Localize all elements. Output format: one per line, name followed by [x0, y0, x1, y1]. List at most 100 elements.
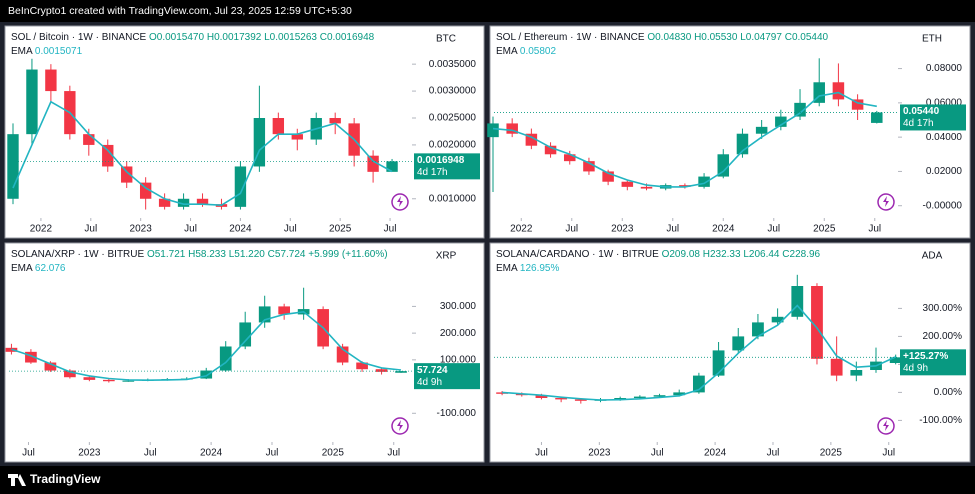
ema-line — [492, 91, 877, 188]
ema-legend: EMA 126.95% — [496, 263, 559, 274]
candle-body — [698, 176, 710, 187]
candle-body — [775, 116, 787, 127]
candle-body — [253, 118, 266, 167]
ohlc-value: L0.0015263 — [264, 32, 317, 43]
candle-body — [574, 399, 587, 401]
ema-value: 126.95% — [520, 263, 560, 274]
x-tick-label: Jul — [565, 224, 578, 235]
y-tick-label: 200.00% — [923, 331, 963, 342]
candle-body — [272, 118, 285, 135]
x-tick-label: Jul — [882, 448, 895, 459]
ema-line — [11, 310, 402, 382]
candle-body — [871, 112, 883, 123]
candle-body — [563, 154, 576, 162]
x-tick-label: 2023 — [130, 224, 153, 235]
x-tick-label: 2023 — [611, 224, 634, 235]
x-tick-label: 2025 — [329, 224, 352, 235]
y-tick-label: 0.06000 — [926, 97, 963, 108]
y-tick-label: -0.00000 — [923, 200, 963, 211]
candle-body — [633, 396, 646, 398]
x-tick-label: 2023 — [78, 448, 101, 459]
last-price-label: +125.27% — [903, 351, 948, 362]
last-price-label: 0.0016948 — [417, 155, 465, 166]
action-icon-bolt — [397, 420, 403, 431]
ohlc-value: C0.0016948 — [320, 32, 375, 43]
x-tick-label: 2024 — [704, 448, 727, 459]
ohlc-value: O0.0015470 — [149, 32, 204, 43]
x-tick-label: 2024 — [712, 224, 735, 235]
candle-body — [794, 102, 806, 117]
ohlc-value: H232.33 — [703, 249, 741, 260]
candle-body — [375, 369, 388, 372]
candle-body — [602, 171, 614, 182]
x-tick-label: Jul — [666, 224, 679, 235]
candle-body — [811, 286, 823, 359]
x-tick-label: Jul — [387, 448, 400, 459]
candle-body — [679, 185, 691, 187]
symbol-label: ETH — [922, 34, 942, 45]
action-icon[interactable] — [391, 193, 409, 211]
y-tick-label: 0.0020000 — [429, 140, 477, 151]
x-tick-label: Jul — [384, 224, 397, 235]
panel — [4, 242, 485, 463]
candle-body — [239, 322, 252, 347]
candle-body — [487, 123, 499, 138]
candle-body — [653, 395, 666, 397]
legend: SOL / Bitcoin · 1W · BINANCE O0.0015470 … — [11, 32, 375, 43]
candle-body — [673, 392, 686, 396]
y-tick-label: 300.00% — [923, 303, 963, 314]
candle-body — [640, 186, 653, 189]
candle-body — [535, 395, 548, 398]
brand-logo — [8, 474, 26, 486]
x-tick-label: 2024 — [200, 448, 223, 459]
candle-body — [196, 198, 209, 205]
x-tick-label: Jul — [651, 448, 664, 459]
chart-title: SOL / Ethereum · 1W · BINANCE — [496, 32, 645, 43]
candle-body — [732, 336, 745, 351]
x-tick-label: Jul — [767, 224, 780, 235]
candle-body — [525, 133, 538, 146]
ohlc-value: O209.08 — [662, 249, 701, 260]
x-tick-label: 2025 — [813, 224, 836, 235]
candle-body — [506, 123, 518, 134]
last-price-badge — [414, 153, 480, 180]
action-icon-bolt — [397, 196, 403, 207]
action-icon[interactable] — [391, 417, 409, 435]
brand-text[interactable]: TradingView — [30, 472, 101, 486]
legend: SOLANA/CARDANO · 1W · BITRUE O209.08 H23… — [496, 249, 821, 260]
candle-body — [336, 346, 349, 363]
candle-body — [291, 134, 303, 140]
action-icon[interactable] — [877, 417, 895, 435]
action-icon-bolt — [883, 420, 889, 431]
candle-body — [219, 346, 232, 371]
legend: SOL / Ethereum · 1W · BINANCE O0.04830 H… — [496, 32, 829, 43]
y-tick-label: 0.02000 — [926, 166, 963, 177]
ema-value: 0.0015071 — [35, 46, 83, 57]
candle-body — [200, 370, 213, 379]
candle-body — [614, 398, 627, 400]
panel — [489, 242, 971, 463]
ema-legend: EMA 0.05802 — [496, 46, 556, 57]
ohlc-value: L0.04797 — [740, 32, 782, 43]
ohlc-value: L206.44 — [743, 249, 780, 260]
y-tick-label: 0.04000 — [926, 132, 963, 143]
countdown-label: 4d 17h — [903, 118, 934, 129]
y-tick-label: 0.00% — [934, 387, 962, 398]
candle-body — [813, 82, 825, 103]
candle-body — [717, 154, 730, 177]
chart-title: SOL / Bitcoin · 1W · BINANCE — [11, 32, 147, 43]
ohlc-value: +5.999 (+11.60%) — [308, 249, 387, 260]
symbol-label: BTC — [436, 34, 456, 45]
symbol-box — [426, 247, 466, 264]
action-icon[interactable] — [877, 193, 895, 211]
candle-body — [258, 306, 271, 323]
candle-body — [102, 144, 114, 167]
candle-body — [544, 145, 557, 155]
candle-body — [851, 99, 864, 110]
candle-body — [791, 286, 804, 317]
action-icon-bolt — [883, 196, 889, 207]
candle-body — [83, 377, 96, 380]
y-tick-label: 0.0025000 — [429, 113, 477, 124]
y-tick-label: 0.08000 — [926, 63, 963, 74]
candle-body — [25, 351, 37, 363]
